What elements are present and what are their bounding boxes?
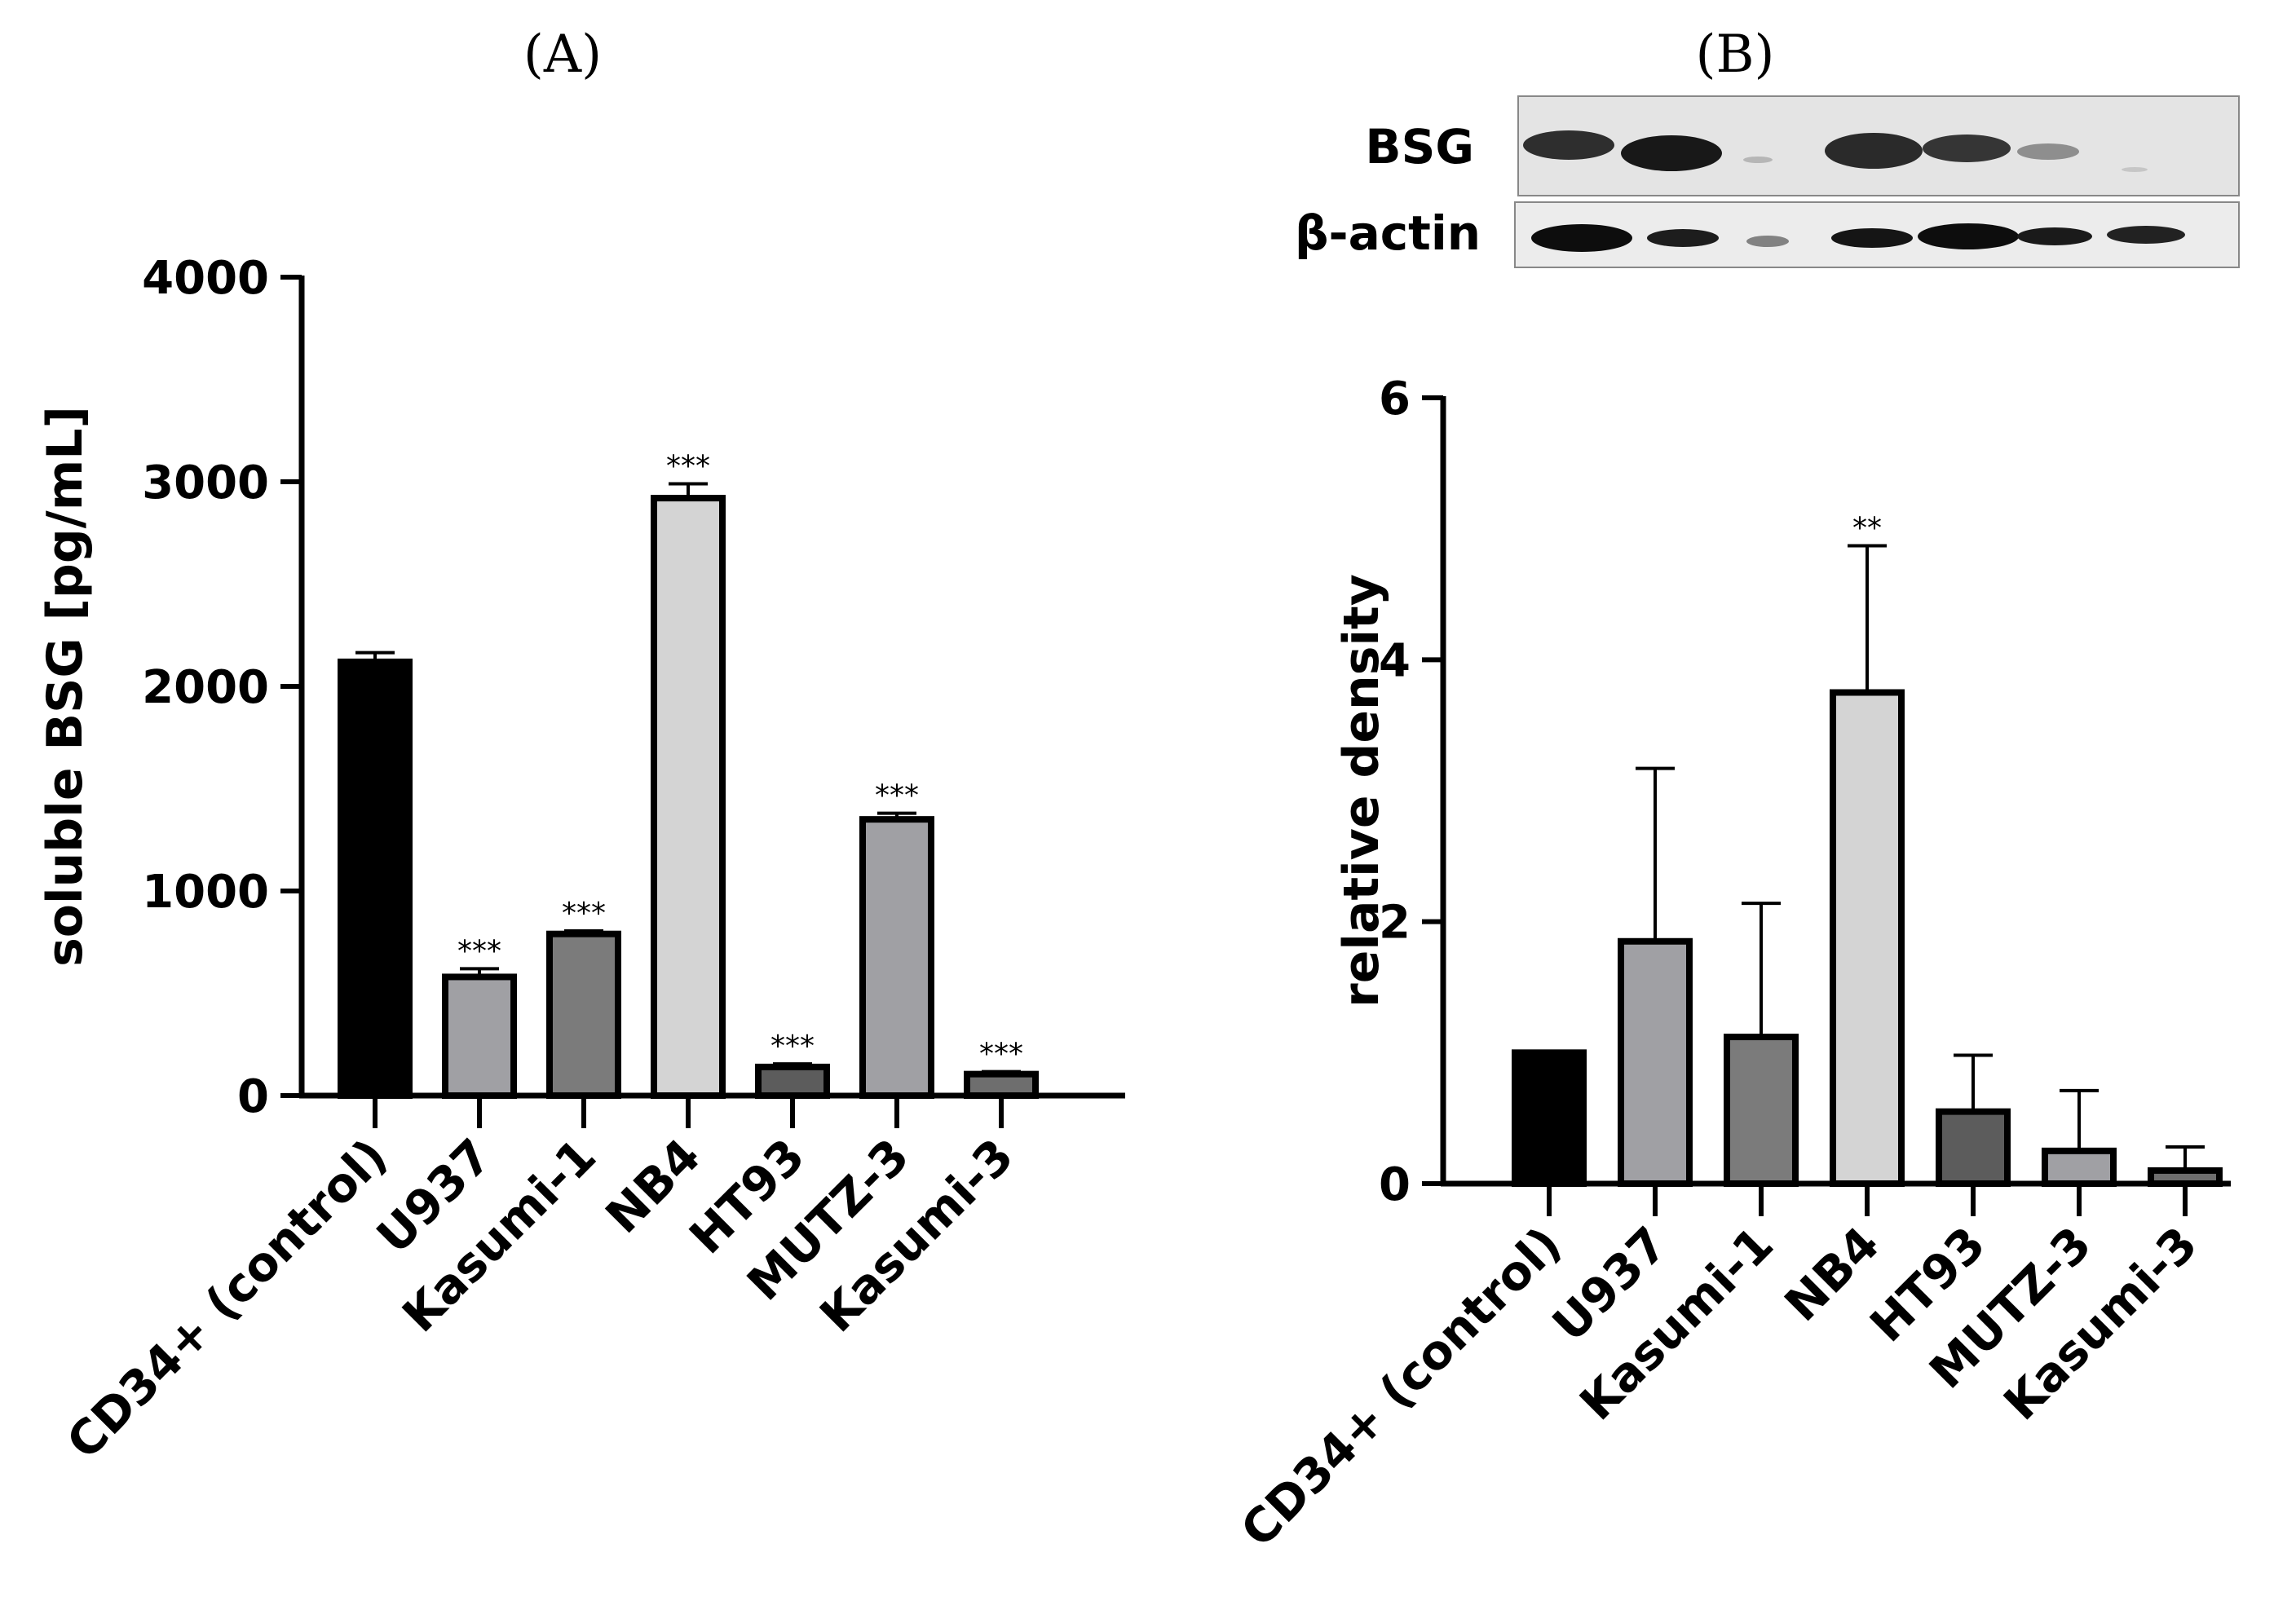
- chart-b-y-tick-label: 4: [1379, 634, 1411, 687]
- blot-band: [1923, 135, 2011, 162]
- western-blot: BSG β-actin: [1295, 95, 2240, 268]
- chart-a-bar: [442, 973, 517, 1100]
- blot-label-bsg: BSG: [1365, 119, 1474, 174]
- chart-a-y-axis-title: soluble BSG [pg/mL]: [37, 406, 94, 967]
- chart-a-bar: [651, 495, 726, 1099]
- chart-a-significance-label: ***: [562, 897, 606, 930]
- chart-a-significance-label: ***: [979, 1038, 1023, 1071]
- chart-b-bar: [1724, 1034, 1799, 1188]
- chart-b-y-tick-label: 2: [1379, 897, 1411, 950]
- blot-band: [2017, 227, 2092, 245]
- blot-band: [1621, 135, 1722, 171]
- chart-b-y-tick-label: 6: [1379, 373, 1411, 426]
- chart-b-y-tick-label: 0: [1379, 1158, 1411, 1211]
- panel-b-label: (B): [1696, 24, 1775, 85]
- blot-band: [1743, 157, 1773, 163]
- blot-band: [1746, 236, 1789, 247]
- chart-a-y-tick-label: 4000: [142, 252, 269, 305]
- chart-a-y-tick-label: 2000: [142, 661, 269, 714]
- chart-b-bar: [1936, 1108, 2011, 1187]
- blot-band: [1831, 228, 1913, 248]
- chart-a-bar: [338, 658, 413, 1099]
- chart-b-bar: [1512, 1049, 1587, 1188]
- chart-a-bar: [964, 1070, 1039, 1100]
- chart-a-significance-label: ***: [770, 1030, 815, 1063]
- blot-band: [1825, 133, 1923, 169]
- blot-band: [1647, 229, 1719, 247]
- blot-band: [1918, 223, 2019, 249]
- blot-band: [1531, 224, 1632, 252]
- chart-a-significance-label: ***: [875, 779, 919, 813]
- chart-b-bar: [1830, 689, 1905, 1187]
- panel-a-label: (A): [523, 24, 602, 85]
- chart-a-y-tick-label: 0: [237, 1070, 269, 1123]
- blot-band: [2017, 143, 2079, 160]
- chart-a-bar: [755, 1063, 830, 1099]
- chart-a-significance-label: ***: [457, 934, 501, 968]
- blot-band: [1523, 130, 1614, 160]
- blot-label-actin: β-actin: [1295, 205, 1481, 261]
- blot-band: [2122, 167, 2148, 172]
- chart-b-bar: [2042, 1147, 2117, 1188]
- chart-a-significance-label: ***: [666, 450, 710, 483]
- chart-b-bar: [1618, 937, 1693, 1188]
- chart-a-y-tick-label: 3000: [142, 456, 269, 509]
- blot-band: [2107, 226, 2185, 244]
- chart-a-y-tick-label: 1000: [142, 866, 269, 919]
- chart-a-x-tick-label: CD34+ (control): [56, 1128, 398, 1470]
- chart-a-bar: [546, 930, 621, 1099]
- chart-b-bar: [2148, 1167, 2223, 1188]
- chart-a-bar: [859, 816, 934, 1100]
- chart-b-y-axis-title: relative density: [1333, 574, 1390, 1008]
- chart-a: 0 1000 2000 3000 4000 soluble BSG [pg/mL] CD34…: [37, 252, 1125, 1470]
- chart-b-x-tick-label: CD34+ (control): [1230, 1216, 1572, 1558]
- chart-b-significance-label: **: [1852, 512, 1882, 545]
